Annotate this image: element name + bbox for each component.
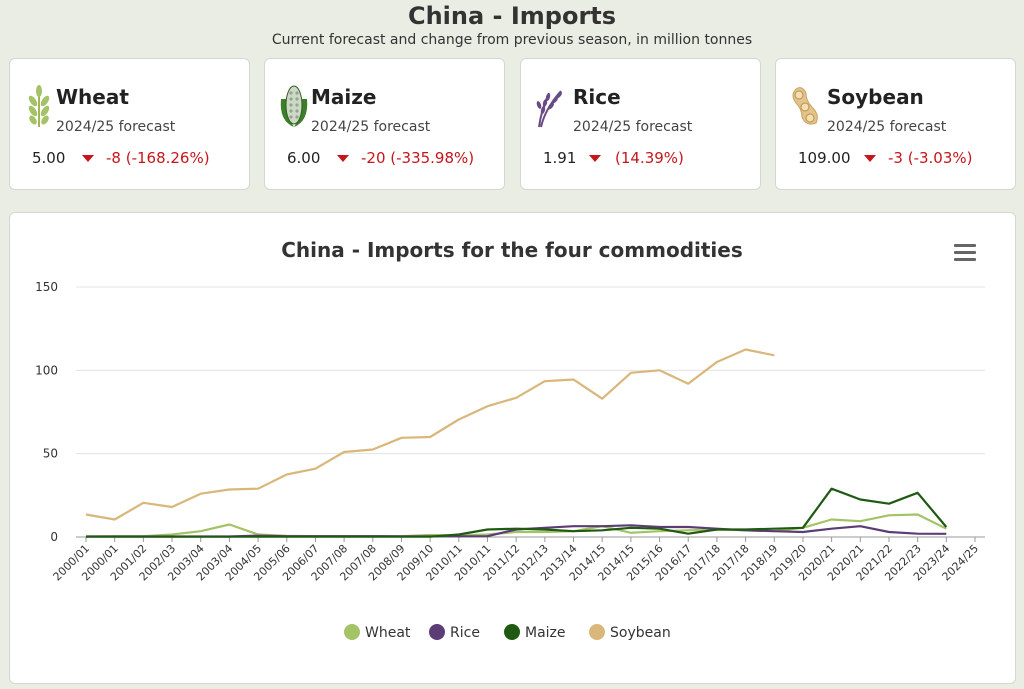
down-arrow-icon — [337, 155, 349, 162]
page-subtitle: Current forecast and change from previou… — [271, 32, 753, 48]
card-change: -8 (-168.26%) — [106, 149, 210, 167]
legend-marker-wheat[interactable] — [344, 624, 360, 640]
legend-marker-rice[interactable] — [429, 624, 445, 640]
card-change: (14.39%) — [615, 149, 684, 167]
card-name: Maize — [311, 85, 377, 109]
chart-panel — [9, 212, 1016, 684]
y-tick-label: 50 — [43, 447, 58, 461]
series-line-wheat[interactable] — [85, 513, 947, 538]
card-value: 5.00 — [32, 149, 66, 167]
card-name: Wheat — [56, 85, 129, 109]
card-value: 1.91 — [543, 149, 577, 167]
chart-menu-icon[interactable] — [954, 244, 976, 264]
card-change: -20 (-335.98%) — [361, 149, 475, 167]
series-line-soybean[interactable] — [85, 348, 775, 521]
card-period: 2024/25 forecast — [827, 119, 947, 135]
legend-marker-soybean[interactable] — [589, 624, 605, 640]
card-wheat: Wheat 2024/25 forecast 5.00 -8 (-168.26%… — [9, 58, 250, 190]
maize-icon — [277, 83, 311, 129]
down-arrow-icon — [82, 155, 94, 162]
card-maize: Maize 2024/25 forecast 6.00 -20 (-335.98… — [264, 58, 505, 190]
legend-marker-maize[interactable] — [504, 624, 520, 640]
card-value: 109.00 — [798, 149, 851, 167]
y-tick-label: 150 — [35, 280, 58, 294]
chart-title: China - Imports for the four commodities — [281, 238, 743, 262]
card-name: Rice — [573, 85, 621, 109]
card-name: Soybean — [827, 85, 924, 109]
card-period: 2024/25 forecast — [311, 119, 431, 135]
series-line-maize[interactable] — [86, 487, 948, 538]
card-period: 2024/25 forecast — [573, 119, 693, 135]
soybean-icon — [788, 83, 822, 129]
card-soybean: Soybean 2024/25 forecast 109.00 -3 (-3.0… — [775, 58, 1016, 190]
y-tick-label: 0 — [50, 530, 58, 544]
legend-label-rice[interactable]: Rice — [450, 625, 480, 641]
wheat-icon — [22, 83, 56, 129]
page-title: China - Imports — [407, 2, 617, 30]
card-value: 6.00 — [287, 149, 321, 167]
legend-label-soybean[interactable]: Soybean — [610, 625, 671, 641]
card-period: 2024/25 forecast — [56, 119, 176, 135]
down-arrow-icon — [864, 155, 876, 162]
legend-label-maize[interactable]: Maize — [525, 625, 566, 641]
y-tick-label: 100 — [35, 363, 58, 377]
rice-icon — [533, 83, 567, 129]
card-change: -3 (-3.03%) — [888, 149, 973, 167]
legend-label-wheat[interactable]: Wheat — [365, 625, 411, 641]
down-arrow-icon — [589, 155, 601, 162]
card-rice: Rice 2024/25 forecast 1.91 (14.39%) — [520, 58, 761, 190]
